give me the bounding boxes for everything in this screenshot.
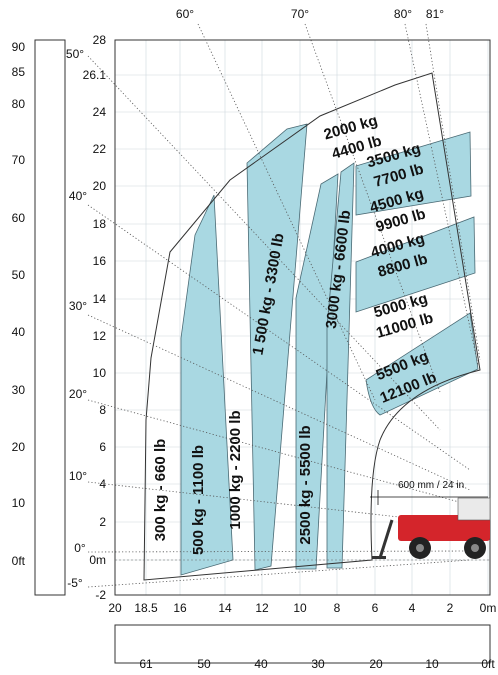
zone-label: 500 kg - 1100 lb <box>190 445 207 555</box>
angle-label: 80° <box>394 7 412 21</box>
left-tick-label: 0ft <box>12 554 26 568</box>
zone-label: 300 kg - 660 lb <box>152 439 169 542</box>
x-tick-label: 2 <box>447 601 454 615</box>
angle-label: 0° <box>74 541 86 555</box>
left-tick-label: 40 <box>12 325 26 339</box>
y-tick-label: 8 <box>99 403 106 417</box>
y-tick-label: 28 <box>93 33 107 47</box>
left-tick-label: 70 <box>12 153 26 167</box>
zone-4000kg-band <box>355 216 476 313</box>
y-meter-ticks: 28 26.1 24 22 20 18 16 14 12 10 8 6 4 2 0m -2 <box>83 33 107 602</box>
y-tick-label: 18 <box>93 217 107 231</box>
bottom-tick-label: 50 <box>197 657 211 671</box>
bottom-tick-label: 40 <box>254 657 268 671</box>
left-feet-ticks: 90 85 80 70 60 50 40 30 20 10 0ft <box>12 40 26 568</box>
y-tick-label: 24 <box>93 105 107 119</box>
left-tick-label: 50 <box>12 268 26 282</box>
x-tick-label: 6 <box>372 601 379 615</box>
left-tick-label: 60 <box>12 211 26 225</box>
y-tick-label: 16 <box>93 254 107 268</box>
angle-label: 81° <box>426 7 444 21</box>
zone-1500kg <box>246 123 308 571</box>
angle-label: 40° <box>69 189 87 203</box>
x-tick-label: 12 <box>255 601 269 615</box>
y-tick-label: 0m <box>89 553 106 567</box>
left-tick-label: 10 <box>12 496 26 510</box>
x-tick-label: 20 <box>108 601 122 615</box>
y-tick-label: -2 <box>95 588 106 602</box>
load-envelope <box>143 72 481 581</box>
y-tick-label: 2 <box>99 515 106 529</box>
y-tick-label: 6 <box>99 440 106 454</box>
y-tick-label: 14 <box>93 292 107 306</box>
bottom-tick-label: 30 <box>311 657 325 671</box>
zone-label: 2500 kg - 5500 lb <box>297 425 314 544</box>
clearance-dimension: 600 mm / 24 in <box>370 480 488 505</box>
angle-label: 10° <box>69 469 87 483</box>
bottom-tick-label: 20 <box>369 657 383 671</box>
y-tick-label: 20 <box>93 179 107 193</box>
angle-labels: 60° 70° 80° 81° 50° 40° 30° 20° 10° 0° -5° <box>66 7 444 590</box>
x-tick-label: 14 <box>218 601 232 615</box>
x-tick-label: 0m <box>480 601 497 615</box>
angle-label: 20° <box>69 387 87 401</box>
x-tick-label: 8 <box>334 601 341 615</box>
left-tick-label: 80 <box>12 97 26 111</box>
left-tick-label: 20 <box>12 440 26 454</box>
x-tick-label: 4 <box>409 601 416 615</box>
plot-frame <box>114 39 491 596</box>
angle-label: 30° <box>69 299 87 313</box>
y-tick-label: 12 <box>93 329 107 343</box>
x-tick-label: 16 <box>173 601 187 615</box>
left-feet-scale <box>34 39 66 596</box>
x-meter-ticks: 20 18.5 16 14 12 10 8 6 4 2 0m <box>108 601 496 615</box>
y-tick-label: 22 <box>93 142 107 156</box>
angle-label: -5° <box>67 576 83 590</box>
zone-500kg <box>180 194 234 576</box>
zone-3500kg-band <box>355 131 472 216</box>
bottom-feet-scale <box>114 624 491 664</box>
bottom-tick-label: 61 <box>139 657 153 671</box>
zone-label: 1000 kg - 2200 lb <box>227 410 244 529</box>
dimension-label: 600 mm / 24 in <box>398 480 464 491</box>
angle-label: 70° <box>291 7 309 21</box>
left-tick-label: 90 <box>12 40 26 54</box>
angle-label: 60° <box>176 7 194 21</box>
zone-5500kg-band <box>365 312 479 416</box>
load-zones <box>180 123 479 576</box>
left-tick-label: 30 <box>12 383 26 397</box>
bottom-tick-label: 10 <box>425 657 439 671</box>
x-tick-label: 10 <box>293 601 307 615</box>
angle-label: 50° <box>66 47 84 61</box>
bottom-tick-label: 0ft <box>481 657 495 671</box>
bottom-feet-ticks: 61 50 40 30 20 10 0ft <box>139 657 495 671</box>
x-tick-label: 18.5 <box>134 601 158 615</box>
y-tick-label: 10 <box>93 366 107 380</box>
y-tick-label: 4 <box>99 477 106 491</box>
zone-3000kg <box>326 162 355 569</box>
left-tick-label: 85 <box>12 65 26 79</box>
telehandler-machine <box>372 497 491 559</box>
y-tick-label: 26.1 <box>83 68 107 82</box>
